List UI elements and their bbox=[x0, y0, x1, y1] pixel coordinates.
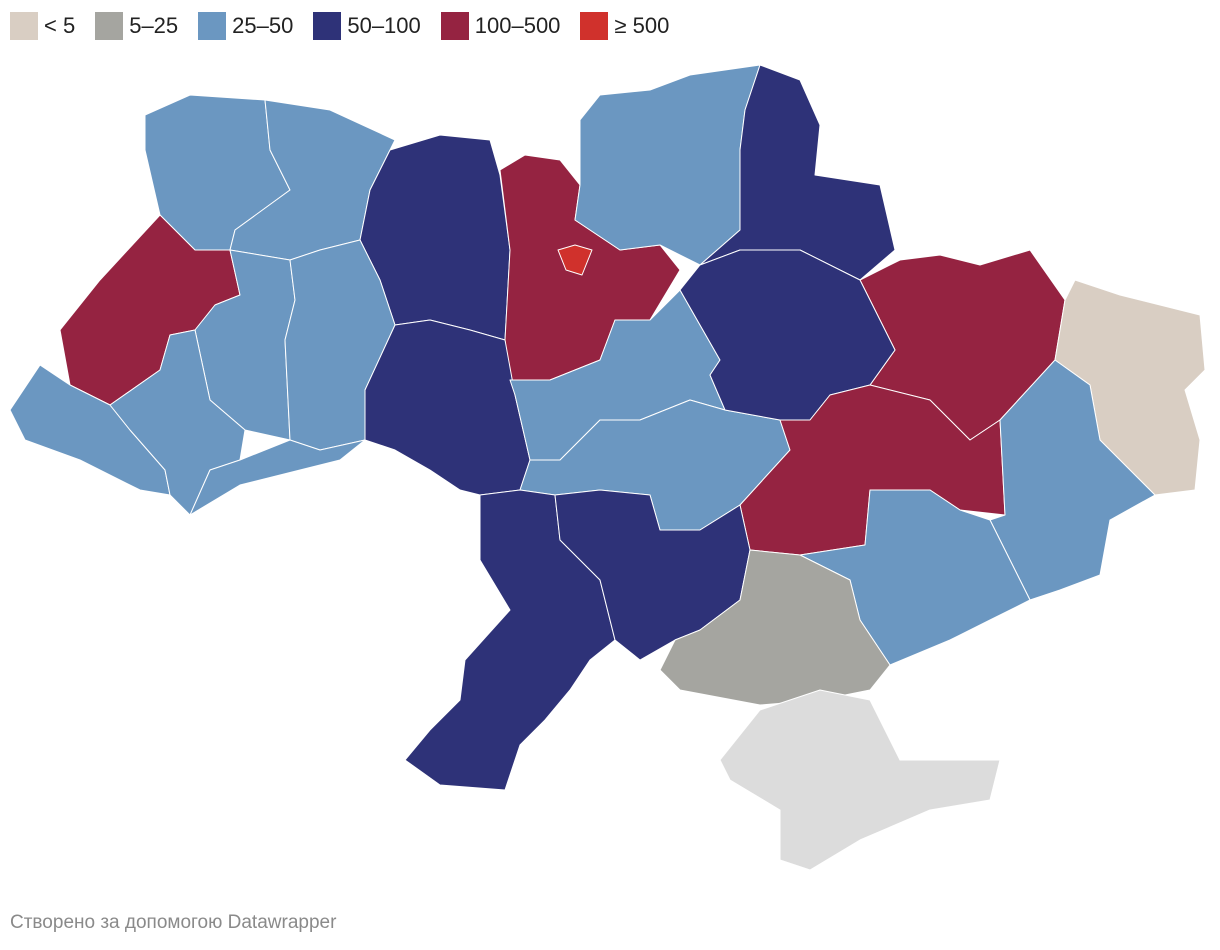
legend-item: 50–100 bbox=[313, 12, 421, 40]
legend-swatch bbox=[440, 12, 469, 40]
legend-label: 5–25 bbox=[129, 13, 179, 38]
legend-swatch bbox=[580, 12, 609, 40]
region bbox=[574, 64, 761, 266]
legend-label: 25–50 bbox=[232, 13, 294, 38]
legend-item: ≥ 500 bbox=[580, 12, 669, 40]
legend-item: 5–25 bbox=[95, 12, 178, 40]
region bbox=[189, 439, 366, 516]
legend-label: 100–500 bbox=[474, 13, 561, 38]
region bbox=[557, 244, 593, 276]
legend-label: ≥ 500 bbox=[614, 13, 670, 38]
legend-swatch bbox=[313, 12, 342, 40]
region bbox=[364, 319, 531, 496]
footer: Створено за допомогою Datawrapper bbox=[10, 912, 337, 933]
legend-item: < 5 bbox=[10, 12, 75, 40]
legend-label: 50–100 bbox=[347, 13, 421, 38]
legend-label: < 5 bbox=[44, 13, 76, 38]
legend: < 5 5–25 25–50 50–100 100–500 ≥ 500 bbox=[10, 12, 689, 40]
legend-swatch bbox=[198, 12, 227, 40]
legend-swatch bbox=[10, 12, 38, 40]
legend-item: 100–500 bbox=[440, 12, 561, 40]
region bbox=[719, 689, 1001, 871]
legend-item: 25–50 bbox=[198, 12, 293, 40]
legend-swatch bbox=[95, 12, 124, 40]
